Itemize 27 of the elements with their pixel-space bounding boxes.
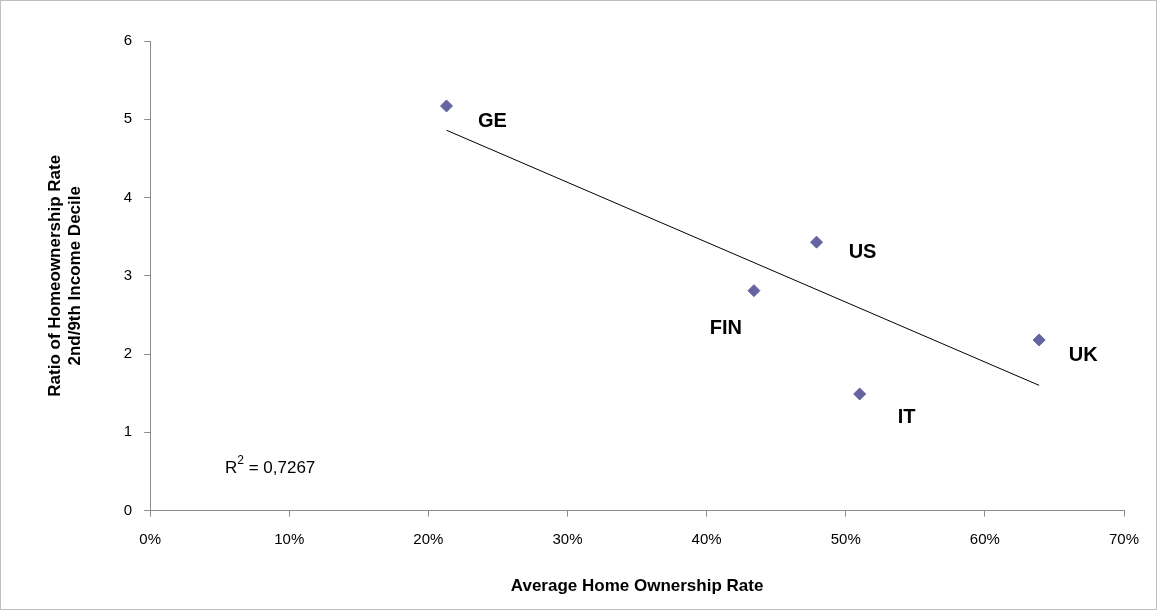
data-label: GE bbox=[478, 109, 507, 132]
y-axis-title: Ratio of Homeownership Rate 2nd/9th Income Decile bbox=[44, 154, 85, 397]
x-tick-label: 60% bbox=[969, 529, 1000, 547]
point bbox=[747, 284, 761, 298]
y-tick-label: 4 bbox=[123, 187, 133, 205]
x-tick-label: 20% bbox=[413, 529, 444, 547]
x-axis-title: Average Home Ownership Rate bbox=[510, 576, 764, 596]
data-label: IT bbox=[897, 405, 916, 428]
y-tick-label: 5 bbox=[123, 109, 133, 127]
data-label: FIN bbox=[709, 316, 743, 339]
x-tick-label: 40% bbox=[691, 529, 722, 547]
y-tick-label: 3 bbox=[123, 265, 133, 283]
x-tick-label: 30% bbox=[552, 529, 583, 547]
point bbox=[439, 99, 453, 113]
x-tick-label: 0% bbox=[139, 529, 161, 547]
y-tick-label: 1 bbox=[123, 422, 133, 440]
data-label: UK bbox=[1068, 343, 1099, 366]
point bbox=[853, 387, 867, 401]
point bbox=[1032, 333, 1046, 347]
x-tick-label: 70% bbox=[1108, 529, 1140, 547]
data-label: US bbox=[848, 239, 877, 262]
x-tick-label: 10% bbox=[274, 529, 305, 547]
x-tick-label: 50% bbox=[830, 529, 861, 547]
point bbox=[810, 235, 824, 249]
y-tick-label: 0 bbox=[123, 500, 133, 518]
y-tick-label: 2 bbox=[123, 344, 133, 362]
y-tick-label: 6 bbox=[123, 31, 133, 49]
